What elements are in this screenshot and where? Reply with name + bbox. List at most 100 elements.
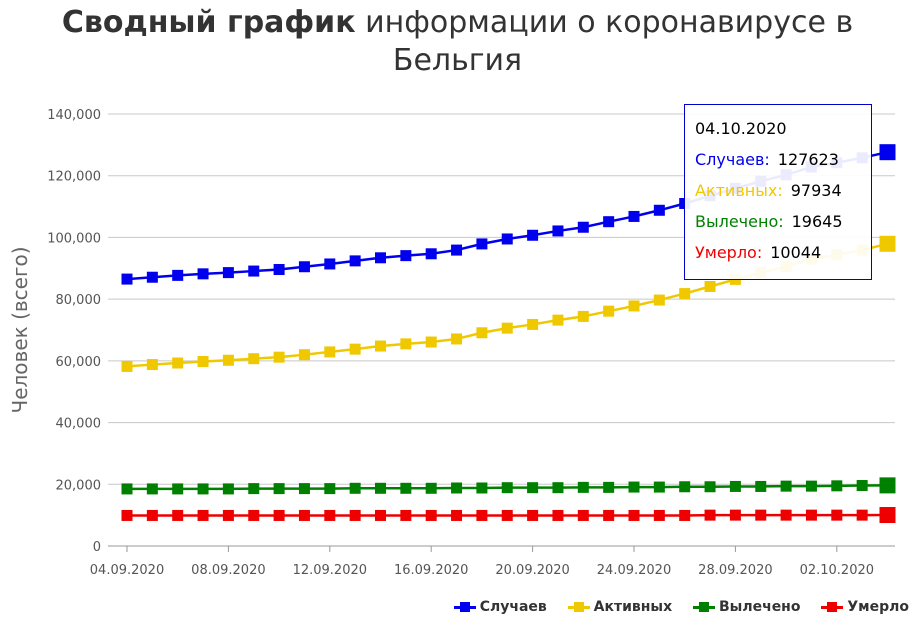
data-point[interactable] xyxy=(527,509,539,521)
data-point[interactable] xyxy=(628,210,640,222)
data-point[interactable] xyxy=(831,480,843,492)
data-point[interactable] xyxy=(400,509,412,521)
data-point[interactable] xyxy=(121,509,133,521)
data-point[interactable] xyxy=(451,482,463,494)
data-point[interactable] xyxy=(780,480,792,492)
data-point[interactable] xyxy=(527,482,539,494)
data-point[interactable] xyxy=(755,509,767,521)
legend-item-recovered[interactable]: Вылечено xyxy=(693,599,800,615)
data-point[interactable] xyxy=(831,509,843,521)
data-point[interactable] xyxy=(248,265,260,277)
data-point[interactable] xyxy=(349,482,361,494)
data-point[interactable] xyxy=(653,509,665,521)
data-point[interactable] xyxy=(476,327,488,339)
data-point[interactable] xyxy=(425,482,437,494)
data-point[interactable] xyxy=(172,269,184,281)
data-point[interactable] xyxy=(273,509,285,521)
data-point[interactable] xyxy=(476,482,488,494)
data-point[interactable] xyxy=(879,235,896,252)
legend-item-active[interactable]: Активных xyxy=(567,599,672,615)
data-point[interactable] xyxy=(298,483,310,495)
data-point[interactable] xyxy=(628,300,640,312)
data-point[interactable] xyxy=(400,250,412,262)
data-point[interactable] xyxy=(603,509,615,521)
data-point[interactable] xyxy=(121,360,133,372)
data-point[interactable] xyxy=(603,216,615,228)
data-point[interactable] xyxy=(552,509,564,521)
data-point[interactable] xyxy=(577,509,589,521)
data-point[interactable] xyxy=(222,267,234,279)
data-point[interactable] xyxy=(146,483,158,495)
data-point[interactable] xyxy=(856,509,868,521)
data-point[interactable] xyxy=(375,482,386,494)
data-point[interactable] xyxy=(805,509,817,521)
data-point[interactable] xyxy=(146,359,158,371)
data-point[interactable] xyxy=(375,252,386,264)
data-point[interactable] xyxy=(222,354,234,366)
data-point[interactable] xyxy=(222,483,234,495)
data-point[interactable] xyxy=(324,258,336,270)
data-point[interactable] xyxy=(273,351,285,363)
data-point[interactable] xyxy=(552,225,564,237)
data-point[interactable] xyxy=(628,509,640,521)
data-point[interactable] xyxy=(425,248,437,260)
data-point[interactable] xyxy=(527,318,539,330)
data-point[interactable] xyxy=(298,261,310,273)
data-point[interactable] xyxy=(577,481,589,493)
data-point[interactable] xyxy=(501,233,513,245)
data-point[interactable] xyxy=(501,482,513,494)
data-point[interactable] xyxy=(603,305,615,317)
legend-item-deaths[interactable]: Умерло xyxy=(821,599,909,615)
data-point[interactable] xyxy=(552,314,564,326)
data-point[interactable] xyxy=(501,322,513,334)
data-point[interactable] xyxy=(451,333,463,345)
data-point[interactable] xyxy=(704,509,716,521)
data-point[interactable] xyxy=(425,509,437,521)
data-point[interactable] xyxy=(679,288,691,300)
data-point[interactable] xyxy=(146,509,158,521)
data-point[interactable] xyxy=(349,255,361,267)
data-point[interactable] xyxy=(146,271,158,283)
data-point[interactable] xyxy=(248,483,260,495)
data-point[interactable] xyxy=(349,343,361,355)
legend-item-cases[interactable]: Случаев xyxy=(453,599,547,615)
data-point[interactable] xyxy=(324,346,336,358)
data-point[interactable] xyxy=(603,481,615,493)
data-point[interactable] xyxy=(248,353,260,365)
data-point[interactable] xyxy=(729,480,741,492)
data-point[interactable] xyxy=(197,268,209,280)
data-point[interactable] xyxy=(552,482,564,494)
data-point[interactable] xyxy=(501,509,513,521)
data-point[interactable] xyxy=(298,349,310,361)
data-point[interactable] xyxy=(273,483,285,495)
data-point[interactable] xyxy=(879,144,896,161)
data-point[interactable] xyxy=(172,509,184,521)
data-point[interactable] xyxy=(653,481,665,493)
data-point[interactable] xyxy=(451,244,463,256)
data-point[interactable] xyxy=(679,481,691,493)
data-point[interactable] xyxy=(577,221,589,233)
data-point[interactable] xyxy=(172,483,184,495)
data-point[interactable] xyxy=(324,483,336,495)
data-point[interactable] xyxy=(197,483,209,495)
data-point[interactable] xyxy=(400,338,412,350)
data-point[interactable] xyxy=(856,480,868,492)
data-point[interactable] xyxy=(577,310,589,322)
data-point[interactable] xyxy=(653,294,665,306)
data-point[interactable] xyxy=(527,229,539,241)
data-point[interactable] xyxy=(704,280,716,292)
data-point[interactable] xyxy=(273,264,285,276)
data-point[interactable] xyxy=(349,509,361,521)
data-point[interactable] xyxy=(248,509,260,521)
data-point[interactable] xyxy=(679,509,691,521)
data-point[interactable] xyxy=(879,477,896,494)
data-point[interactable] xyxy=(704,481,716,493)
data-point[interactable] xyxy=(121,483,133,495)
data-point[interactable] xyxy=(476,509,488,521)
data-point[interactable] xyxy=(628,481,640,493)
data-point[interactable] xyxy=(653,204,665,216)
data-point[interactable] xyxy=(755,480,767,492)
data-point[interactable] xyxy=(197,355,209,367)
data-point[interactable] xyxy=(324,509,336,521)
data-point[interactable] xyxy=(375,509,386,521)
